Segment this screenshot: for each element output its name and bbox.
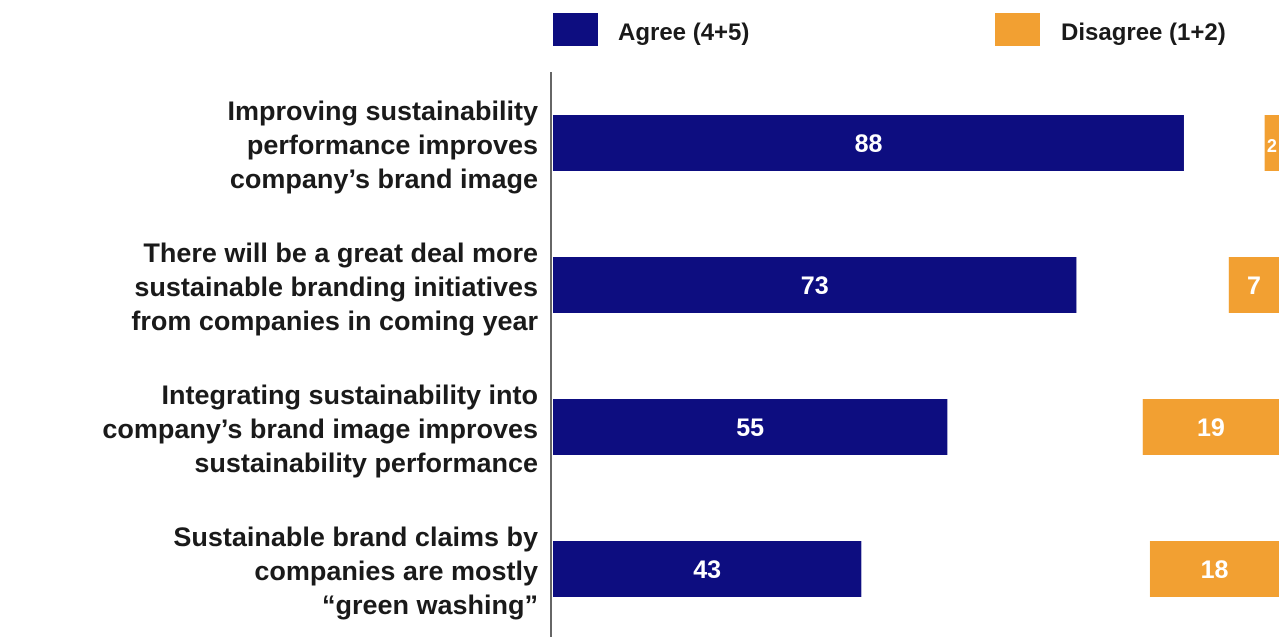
bar-disagree-1 bbox=[1228, 257, 1279, 313]
legend-label-1: Disagree (1+2) bbox=[1061, 19, 1226, 46]
value-label-agree-3: 43 bbox=[693, 556, 721, 584]
bar-agree-1 bbox=[553, 257, 1077, 313]
value-label-disagree-1: 7 bbox=[1247, 272, 1261, 300]
category-label-1-line-0: There will be a great deal more bbox=[143, 238, 538, 268]
bar-disagree-3 bbox=[1149, 541, 1279, 597]
category-label-2-line-2: sustainability performance bbox=[194, 448, 538, 478]
bar-disagree-0 bbox=[1264, 115, 1279, 171]
legend-swatch-1 bbox=[995, 13, 1040, 46]
legend-label-0: Agree (4+5) bbox=[618, 19, 749, 46]
category-label-2-line-0: Integrating sustainability into bbox=[161, 380, 538, 410]
category-label-3-line-1: companies are mostly bbox=[254, 556, 538, 586]
value-label-agree-1: 73 bbox=[801, 272, 829, 300]
value-label-agree-0: 88 bbox=[855, 130, 883, 158]
bars: 88 2 73 7 55 19 43 18 bbox=[553, 115, 1279, 597]
bar-disagree-2 bbox=[1142, 399, 1279, 455]
category-label-1-line-1: sustainable branding initiatives bbox=[134, 272, 538, 302]
category-label-3-line-0: Sustainable brand claims by bbox=[173, 522, 538, 552]
bar-agree-3 bbox=[553, 541, 862, 597]
legend-swatch-0 bbox=[553, 13, 598, 46]
legend: Agree (4+5) Disagree (1+2) bbox=[553, 13, 1226, 46]
category-label-0-line-1: performance improves bbox=[247, 130, 538, 160]
value-label-disagree-0: 2 bbox=[1267, 136, 1277, 156]
value-label-disagree-2: 19 bbox=[1197, 414, 1225, 442]
category-label-0-line-2: company’s brand image bbox=[230, 164, 538, 194]
bar-agree-2 bbox=[553, 399, 948, 455]
value-label-disagree-3: 18 bbox=[1201, 556, 1229, 584]
value-label-agree-2: 55 bbox=[736, 414, 764, 442]
bar-agree-0 bbox=[553, 115, 1184, 171]
category-label-3-line-2: “green washing” bbox=[322, 590, 538, 620]
category-label-0-line-0: Improving sustainability bbox=[227, 96, 538, 126]
category-label-1-line-2: from companies in coming year bbox=[131, 306, 538, 336]
category-label-2-line-1: company’s brand image improves bbox=[102, 414, 538, 444]
category-labels: Improving sustainability performance impr… bbox=[102, 96, 538, 620]
